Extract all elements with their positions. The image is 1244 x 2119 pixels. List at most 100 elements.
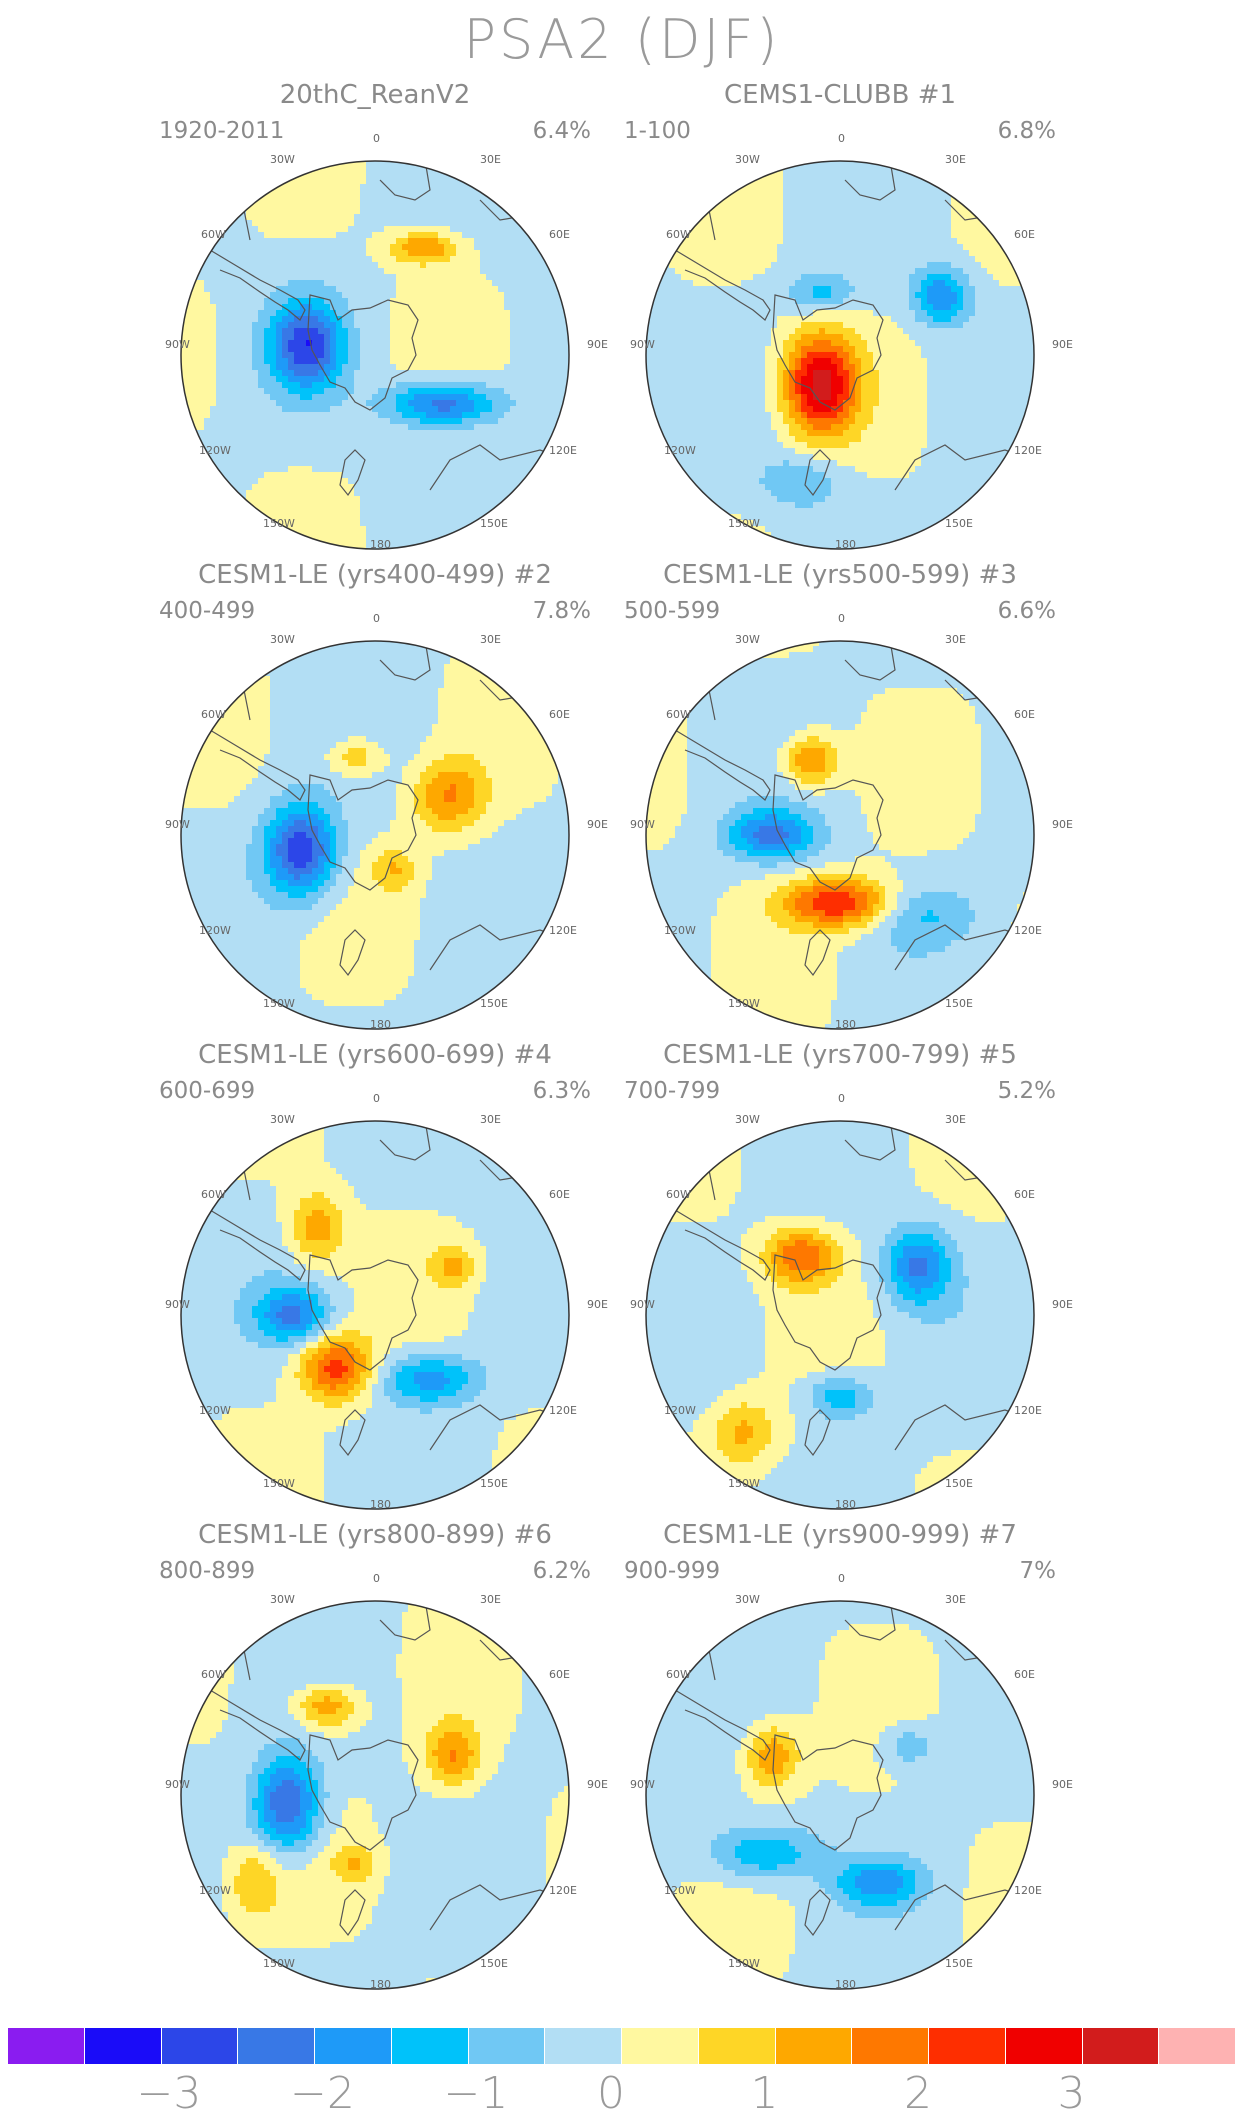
- field-cell: [843, 161, 850, 167]
- field-cell: [504, 454, 511, 461]
- field-cell: [777, 184, 784, 191]
- field-cell: [438, 478, 445, 485]
- field-cell: [181, 430, 187, 437]
- field-cell: [228, 364, 235, 371]
- field-cell: [426, 244, 433, 251]
- field-cell: [474, 166, 481, 173]
- field-cell: [927, 161, 934, 167]
- field-cell: [933, 161, 940, 167]
- field-cell: [258, 286, 265, 293]
- field-cell: [324, 436, 331, 443]
- field-cell: [765, 161, 772, 167]
- field-cell: [402, 316, 409, 323]
- field-cell: [384, 424, 391, 431]
- field-cell: [216, 358, 223, 365]
- field-cell: [192, 520, 199, 527]
- field-cell: [444, 316, 451, 323]
- field-cell: [210, 268, 217, 275]
- field-cell: [210, 286, 217, 293]
- field-cell: [468, 161, 475, 167]
- field-cell: [486, 322, 493, 329]
- field-cell: [498, 538, 505, 545]
- field-cell: [378, 418, 385, 425]
- field-cell: [921, 220, 928, 227]
- field-cell: [534, 520, 541, 527]
- field-cell: [336, 298, 343, 305]
- field-cell: [366, 400, 373, 407]
- field-cell: [474, 208, 481, 215]
- field-cell: [396, 268, 403, 275]
- field-cell: [444, 208, 451, 215]
- field-cell: [516, 394, 523, 401]
- field-cell: [558, 418, 565, 425]
- field-cell: [831, 220, 838, 227]
- field-cell: [1005, 190, 1012, 197]
- field-cell: [348, 334, 355, 341]
- field-cell: [210, 442, 217, 449]
- field-cell: [300, 202, 307, 209]
- field-cell: [801, 208, 808, 215]
- field-cell: [993, 196, 1000, 203]
- field-cell: [378, 196, 385, 203]
- field-cell: [879, 172, 886, 179]
- field-cell: [414, 490, 421, 497]
- field-cell: [324, 478, 331, 485]
- field-cell: [777, 190, 784, 197]
- field-cell: [963, 220, 970, 227]
- field-cell: [711, 208, 718, 215]
- field-cell: [498, 496, 505, 503]
- field-cell: [552, 412, 559, 419]
- field-cell: [204, 430, 211, 437]
- field-cell: [528, 352, 535, 359]
- field-cell: [558, 358, 565, 365]
- field-cell: [456, 292, 463, 299]
- field-cell: [462, 268, 469, 275]
- field-cell: [210, 310, 217, 317]
- field-cell: [294, 310, 301, 317]
- field-cell: [498, 304, 505, 311]
- field-cell: [432, 460, 439, 467]
- field-cell: [288, 244, 295, 251]
- field-cell: [450, 328, 457, 335]
- field-cell: [306, 184, 313, 191]
- field-cell: [486, 184, 493, 191]
- field-cell: [516, 268, 523, 275]
- field-cell: [282, 280, 289, 287]
- field-cell: [204, 178, 211, 185]
- field-cell: [558, 214, 565, 221]
- field-cell: [528, 316, 535, 323]
- field-cell: [246, 520, 253, 527]
- field-cell: [657, 220, 664, 227]
- field-cell: [181, 172, 187, 179]
- field-cell: [450, 202, 457, 209]
- field-cell: [204, 382, 211, 389]
- field-cell: [522, 472, 529, 479]
- field-cell: [963, 190, 970, 197]
- field-cell: [354, 454, 361, 461]
- field-cell: [432, 352, 439, 359]
- field-cell: [354, 520, 361, 527]
- field-cell: [366, 208, 373, 215]
- field-cell: [276, 412, 283, 419]
- field-cell: [324, 238, 331, 245]
- field-cell: [1023, 184, 1030, 191]
- field-cell: [348, 238, 355, 245]
- field-cell: [825, 226, 832, 233]
- field-cell: [288, 292, 295, 299]
- field-cell: [324, 190, 331, 197]
- field-cell: [312, 334, 319, 341]
- field-cell: [540, 292, 547, 299]
- field-cell: [651, 184, 658, 191]
- field-cell: [558, 376, 565, 383]
- field-cell: [264, 478, 271, 485]
- field-cell: [228, 514, 235, 521]
- field-cell: [276, 232, 283, 239]
- field-cell: [348, 454, 355, 461]
- field-cell: [360, 316, 367, 323]
- field-cell: [534, 268, 541, 275]
- field-cell: [234, 526, 241, 533]
- field-cell: [504, 346, 511, 353]
- field-cell: [408, 238, 415, 245]
- field-cell: [366, 172, 373, 179]
- field-cell: [294, 472, 301, 479]
